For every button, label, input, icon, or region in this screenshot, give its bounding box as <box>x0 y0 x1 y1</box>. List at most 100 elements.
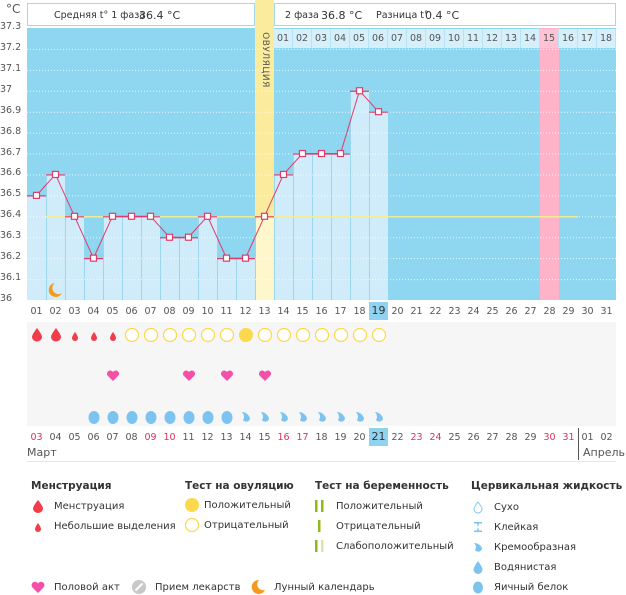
calendar-date-label[interactable]: 07 <box>106 432 119 443</box>
cervical-eggwhite-icon[interactable] <box>179 407 198 426</box>
calendar-date-label[interactable]: 17 <box>296 432 309 443</box>
calendar-date-label[interactable]: 10 <box>163 432 176 443</box>
cervical-creamy-icon[interactable] <box>350 407 369 426</box>
intercourse-heart-icon[interactable] <box>103 366 122 385</box>
x-tick-label[interactable]: 05 <box>106 306 119 317</box>
ovulation-test-negative-icon[interactable] <box>160 325 179 344</box>
ovulation-test-negative-icon[interactable] <box>198 325 217 344</box>
x-tick-label[interactable]: 06 <box>125 306 138 317</box>
calendar-date-label[interactable]: 15 <box>258 432 271 443</box>
x-tick-label[interactable]: 07 <box>144 306 157 317</box>
x-tick-label[interactable]: 24 <box>467 306 480 317</box>
menstruation-light-icon[interactable] <box>103 325 122 344</box>
x-tick-label[interactable]: 13 <box>258 306 271 317</box>
cervical-eggwhite-icon[interactable] <box>84 407 103 426</box>
cervical-eggwhite-icon[interactable] <box>160 407 179 426</box>
calendar-date-label[interactable]: 25 <box>448 432 461 443</box>
x-tick-label[interactable]: 10 <box>201 306 214 317</box>
ovulation-test-negative-icon[interactable] <box>141 325 160 344</box>
calendar-date-label[interactable]: 11 <box>182 432 195 443</box>
menstruation-light-icon[interactable] <box>84 325 103 344</box>
x-tick-label[interactable]: 02 <box>49 306 62 317</box>
cervical-eggwhite-icon[interactable] <box>103 407 122 426</box>
intercourse-heart-icon[interactable] <box>255 366 274 385</box>
calendar-date-label[interactable]: 20 <box>353 432 366 443</box>
x-tick-label[interactable]: 04 <box>87 306 100 317</box>
ovulation-test-negative-icon[interactable] <box>293 325 312 344</box>
x-tick-label[interactable]: 03 <box>68 306 81 317</box>
calendar-date-label[interactable]: 30 <box>543 432 556 443</box>
calendar-date-label[interactable]: 04 <box>49 432 62 443</box>
ovulation-test-negative-icon[interactable] <box>312 325 331 344</box>
cervical-eggwhite-icon[interactable] <box>198 407 217 426</box>
calendar-date-label[interactable]: 12 <box>201 432 214 443</box>
x-tick-label[interactable]: 18 <box>353 306 366 317</box>
ovulation-test-negative-icon[interactable] <box>122 325 141 344</box>
x-tick-label[interactable]: 21 <box>410 306 423 317</box>
x-tick-label[interactable]: 12 <box>239 306 252 317</box>
calendar-date-label[interactable]: 03 <box>30 432 43 443</box>
cervical-creamy-icon[interactable] <box>312 407 331 426</box>
x-tick-label[interactable]: 16 <box>315 306 328 317</box>
calendar-date-label[interactable]: 28 <box>505 432 518 443</box>
x-tick-label[interactable]: 25 <box>486 306 499 317</box>
calendar-date-label[interactable]: 09 <box>144 432 157 443</box>
ovulation-test-negative-icon[interactable] <box>217 325 236 344</box>
calendar-date-label[interactable]: 19 <box>334 432 347 443</box>
calendar-date-label[interactable]: 24 <box>429 432 442 443</box>
menstruation-heavy-icon[interactable] <box>27 325 46 344</box>
calendar-date-label[interactable]: 16 <box>277 432 290 443</box>
menstruation-light-icon[interactable] <box>65 325 84 344</box>
cervical-creamy-icon[interactable] <box>274 407 293 426</box>
ovulation-test-negative-icon[interactable] <box>274 325 293 344</box>
calendar-date-label[interactable]: 02 <box>600 432 613 443</box>
x-tick-label[interactable]: 26 <box>505 306 518 317</box>
cervical-creamy-icon[interactable] <box>293 407 312 426</box>
ovulation-test-negative-icon[interactable] <box>331 325 350 344</box>
x-tick-label[interactable]: 09 <box>182 306 195 317</box>
calendar-date-label[interactable]: 23 <box>410 432 423 443</box>
cervical-creamy-icon[interactable] <box>369 407 388 426</box>
x-tick-label[interactable]: 31 <box>600 306 613 317</box>
ovulation-test-negative-icon[interactable] <box>350 325 369 344</box>
x-tick-label[interactable]: 19 <box>369 302 388 320</box>
x-tick-label[interactable]: 01 <box>30 306 43 317</box>
menstruation-heavy-icon[interactable] <box>46 325 65 344</box>
x-tick-label[interactable]: 22 <box>429 306 442 317</box>
calendar-date-label[interactable]: 18 <box>315 432 328 443</box>
x-tick-label[interactable]: 28 <box>543 306 556 317</box>
x-tick-label[interactable]: 14 <box>277 306 290 317</box>
intercourse-heart-icon[interactable] <box>217 366 236 385</box>
calendar-date-label[interactable]: 14 <box>239 432 252 443</box>
calendar-date-label[interactable]: 05 <box>68 432 81 443</box>
calendar-date-label[interactable]: 13 <box>220 432 233 443</box>
calendar-date-label[interactable]: 08 <box>125 432 138 443</box>
x-tick-label[interactable]: 30 <box>581 306 594 317</box>
cervical-eggwhite-icon[interactable] <box>217 407 236 426</box>
x-tick-label[interactable]: 17 <box>334 306 347 317</box>
calendar-date-label[interactable]: 26 <box>467 432 480 443</box>
calendar-date-label[interactable]: 06 <box>87 432 100 443</box>
cervical-eggwhite-icon[interactable] <box>141 407 160 426</box>
cervical-creamy-icon[interactable] <box>255 407 274 426</box>
calendar-date-label[interactable]: 22 <box>391 432 404 443</box>
x-tick-label[interactable]: 15 <box>296 306 309 317</box>
x-tick-label[interactable]: 27 <box>524 306 537 317</box>
ovulation-test-positive-icon[interactable] <box>236 325 255 344</box>
calendar-date-label[interactable]: 01 <box>581 432 594 443</box>
x-tick-label[interactable]: 23 <box>448 306 461 317</box>
x-tick-label[interactable]: 29 <box>562 306 575 317</box>
ovulation-test-negative-icon[interactable] <box>255 325 274 344</box>
ovulation-test-negative-icon[interactable] <box>179 325 198 344</box>
calendar-date-label[interactable]: 21 <box>369 428 388 446</box>
cervical-creamy-icon[interactable] <box>236 407 255 426</box>
intercourse-heart-icon[interactable] <box>179 366 198 385</box>
calendar-date-label[interactable]: 27 <box>486 432 499 443</box>
cervical-eggwhite-icon[interactable] <box>122 407 141 426</box>
cervical-creamy-icon[interactable] <box>331 407 350 426</box>
x-tick-label[interactable]: 08 <box>163 306 176 317</box>
calendar-date-label[interactable]: 29 <box>524 432 537 443</box>
x-tick-label[interactable]: 11 <box>220 306 233 317</box>
calendar-date-label[interactable]: 31 <box>562 432 575 443</box>
ovulation-test-negative-icon[interactable] <box>369 325 388 344</box>
